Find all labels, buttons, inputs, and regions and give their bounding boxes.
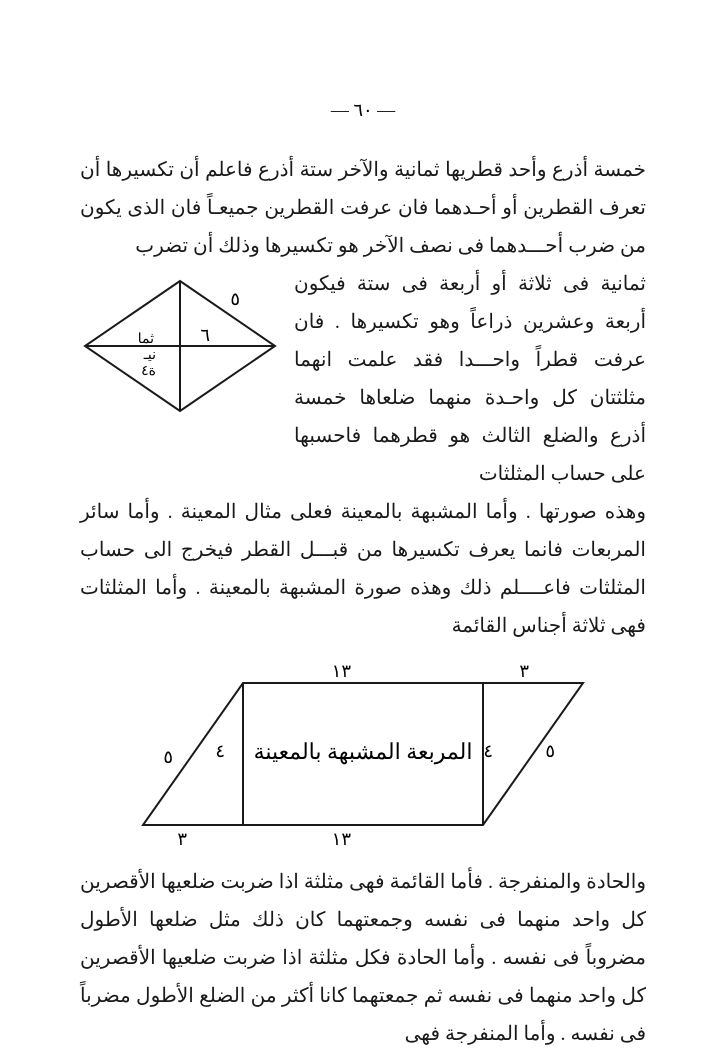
parallelogram-figure: ١٣ ٣ ٥ ٤ ٥ ٤ ١٣ ٣ المربعة المشبهة بالمعي… (123, 659, 603, 849)
para-center-text: المربعة المشبهة بالمعينة (254, 739, 473, 765)
rhombus-label-vmiddle: نيـ (143, 348, 156, 363)
paragraph-3: وهذه صورتها . وأما المشبهة بالمعينة فعلى… (80, 493, 646, 645)
para-label-bottom-right: ٣ (177, 829, 187, 849)
paragraph-4: والحادة والمنفرجة . فأما القائمة فهى مثل… (80, 863, 646, 1053)
page-number: — ٦٠ — (80, 100, 646, 121)
para-label-left-outer: ٥ (163, 747, 173, 767)
para-label-top-left: ١٣ (332, 661, 352, 681)
para-label-top-right: ٣ (519, 661, 529, 681)
paragraph-1: خمسة أذرع وأحد قطريها ثمانية والآخر ستة … (80, 151, 646, 265)
para-label-right-inner: ٤ (483, 741, 493, 761)
rhombus-label-vupper: ثما (138, 332, 154, 347)
para-label-left-inner: ٤ (215, 741, 225, 761)
rhombus-label-horiz: ٦ (200, 325, 210, 345)
rhombus-label-topright: ٥ (230, 289, 240, 309)
para-label-bottom-left: ١٣ (332, 829, 352, 849)
rhombus-label-vlower: ة٤ (141, 364, 156, 379)
rhombus-figure: ٥ ٦ ثما نيـ ة٤ (80, 271, 280, 421)
para-label-right-outer: ٥ (545, 741, 555, 761)
